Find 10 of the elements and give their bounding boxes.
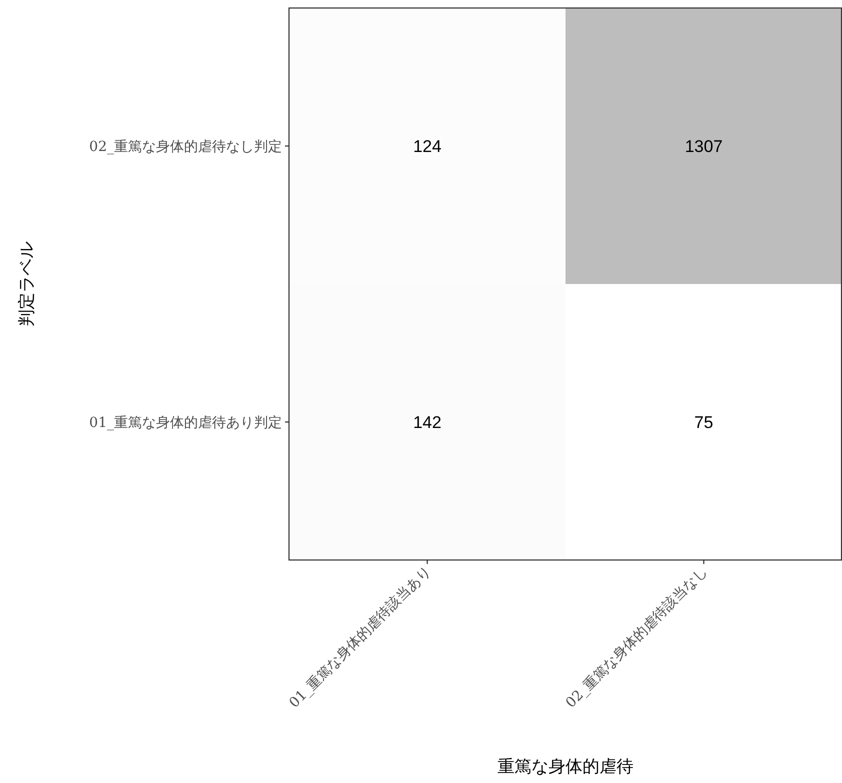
y-tick-label: 01_重篤な身体的虐待あり判定 (89, 415, 282, 431)
y-axis-title: 判定ラベル (17, 242, 37, 326)
x-tick-label: 01_重篤な身体的虐待該当あり (286, 564, 434, 712)
data-label: 75 (694, 413, 714, 432)
data-label: 142 (413, 413, 442, 432)
data-label: 124 (413, 137, 442, 156)
data-label: 1307 (684, 137, 723, 156)
x-tick-label: 02_重篤な身体的虐待該当なし (562, 564, 711, 712)
y-tick-label: 02_重篤な身体的虐待なし判定 (89, 139, 282, 155)
x-axis-title: 重篤な身体的虐待 (498, 757, 634, 777)
